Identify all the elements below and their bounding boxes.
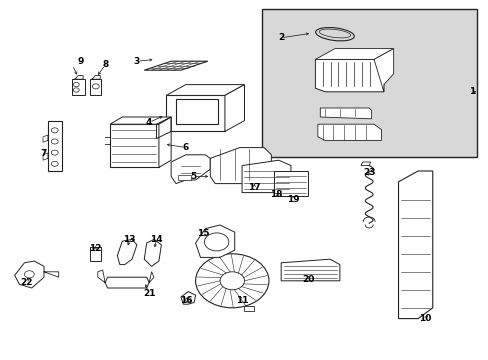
Text: 9: 9 — [77, 57, 84, 66]
Polygon shape — [242, 160, 290, 193]
Circle shape — [220, 272, 244, 290]
Polygon shape — [195, 225, 234, 257]
Text: 8: 8 — [102, 60, 108, 69]
Text: 22: 22 — [20, 278, 33, 287]
Bar — [261, 9, 476, 157]
Polygon shape — [105, 277, 149, 288]
Polygon shape — [315, 49, 393, 59]
Polygon shape — [90, 79, 101, 95]
Polygon shape — [317, 124, 381, 140]
Text: 10: 10 — [418, 314, 431, 323]
Polygon shape — [373, 49, 393, 92]
Bar — [244, 306, 254, 311]
Polygon shape — [144, 239, 161, 266]
Text: 6: 6 — [183, 143, 188, 152]
Polygon shape — [181, 292, 195, 304]
Text: 21: 21 — [142, 289, 155, 298]
Text: 12: 12 — [89, 244, 102, 253]
Bar — [178, 175, 190, 180]
Polygon shape — [281, 259, 339, 281]
Polygon shape — [315, 59, 383, 92]
Polygon shape — [166, 85, 244, 95]
Polygon shape — [117, 239, 137, 265]
Text: 7: 7 — [41, 149, 47, 158]
Polygon shape — [144, 61, 207, 70]
Polygon shape — [48, 121, 61, 171]
Text: 2: 2 — [278, 33, 284, 42]
Bar — [176, 99, 217, 124]
Text: 16: 16 — [179, 296, 192, 305]
Polygon shape — [166, 95, 224, 131]
Text: 3: 3 — [134, 57, 140, 66]
Text: 23: 23 — [362, 168, 375, 177]
Polygon shape — [320, 108, 371, 119]
Polygon shape — [273, 171, 307, 196]
Polygon shape — [159, 117, 171, 167]
Text: 20: 20 — [301, 274, 314, 284]
Polygon shape — [171, 155, 210, 184]
Polygon shape — [110, 124, 159, 167]
Polygon shape — [72, 79, 84, 95]
Text: 11: 11 — [235, 296, 248, 305]
Circle shape — [195, 254, 268, 308]
Text: 4: 4 — [145, 118, 152, 127]
Polygon shape — [224, 85, 244, 131]
Text: 14: 14 — [150, 235, 163, 244]
Polygon shape — [15, 261, 44, 288]
Text: 18: 18 — [269, 190, 282, 199]
Text: 19: 19 — [286, 195, 299, 204]
Text: 13: 13 — [123, 235, 136, 244]
Text: 1: 1 — [468, 87, 474, 96]
Polygon shape — [110, 117, 171, 124]
Text: 5: 5 — [190, 172, 196, 181]
Polygon shape — [210, 148, 271, 184]
Polygon shape — [398, 171, 432, 319]
Polygon shape — [360, 162, 370, 166]
Text: 15: 15 — [196, 230, 209, 239]
Text: 17: 17 — [247, 183, 260, 192]
Polygon shape — [90, 247, 101, 261]
